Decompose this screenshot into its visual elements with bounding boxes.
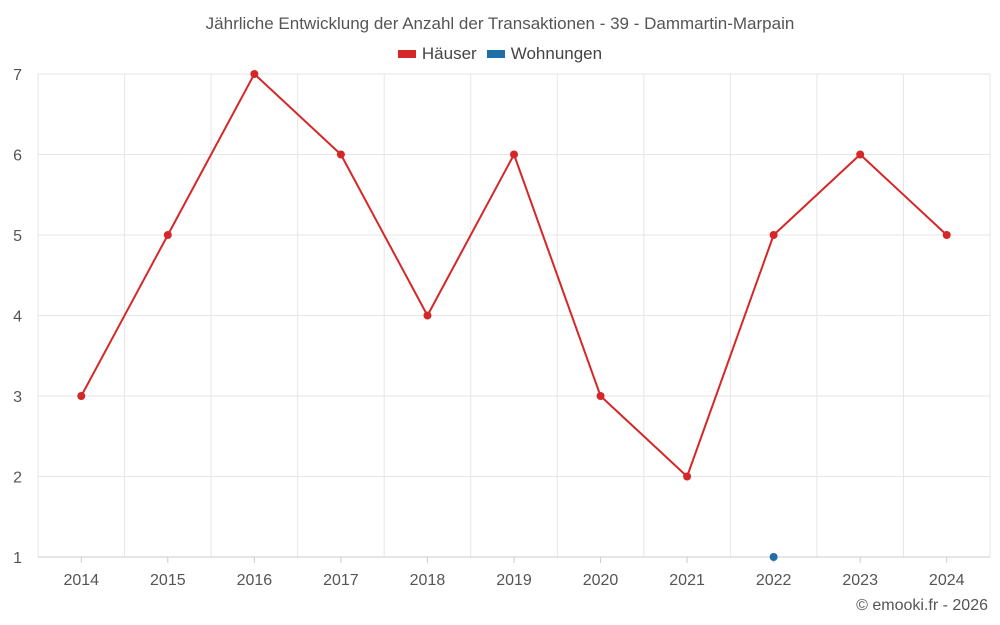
data-point-0 — [856, 150, 865, 159]
x-tick-label: 2024 — [929, 572, 965, 589]
data-point-0 — [942, 231, 951, 239]
y-tick-label: 1 — [13, 550, 22, 567]
data-point-0 — [77, 392, 86, 400]
x-tick-label: 2014 — [63, 572, 99, 589]
x-tick-label: 2020 — [583, 572, 619, 589]
data-point-0 — [510, 150, 518, 159]
x-tick-label: 2018 — [410, 572, 446, 589]
legend-swatch-hauser — [397, 50, 416, 58]
credit-text: © emooki.fr - 2026 — [856, 597, 988, 614]
legend-swatch-wohnungen — [486, 50, 505, 58]
y-tick-label: 7 — [13, 67, 22, 84]
x-tick-label: 2019 — [496, 572, 532, 589]
x-tick-label: 2016 — [237, 572, 273, 589]
data-point-0 — [250, 70, 259, 78]
y-tick-label: 3 — [13, 389, 22, 406]
data-point-0 — [596, 392, 605, 400]
x-tick-label: 2022 — [756, 572, 792, 589]
legend-item-hauser[interactable]: Häuser — [397, 44, 477, 64]
chart-title: Jährliche Entwicklung der Anzahl der Tra… — [205, 14, 795, 33]
legend-label-wohnungen: Wohnungen — [510, 44, 603, 63]
y-tick-label: 5 — [13, 228, 22, 245]
y-tick-label: 2 — [13, 470, 22, 487]
legend-label-hauser: Häuser — [421, 44, 477, 63]
legend: Häuser Wohnungen — [0, 44, 1000, 64]
x-tick-label: 2015 — [150, 572, 186, 589]
data-point-0 — [336, 150, 345, 159]
y-tick-label: 6 — [13, 148, 22, 165]
data-point-0 — [683, 472, 692, 481]
y-tick-label: 4 — [13, 309, 22, 326]
data-point-0 — [423, 311, 432, 320]
data-point-0 — [163, 231, 172, 239]
data-point-1 — [769, 553, 778, 561]
data-point-0 — [769, 231, 778, 239]
x-tick-label: 2017 — [323, 572, 359, 589]
x-tick-label: 2021 — [669, 572, 705, 589]
x-tick-label: 2023 — [842, 572, 878, 589]
legend-item-wohnungen[interactable]: Wohnungen — [486, 44, 603, 64]
